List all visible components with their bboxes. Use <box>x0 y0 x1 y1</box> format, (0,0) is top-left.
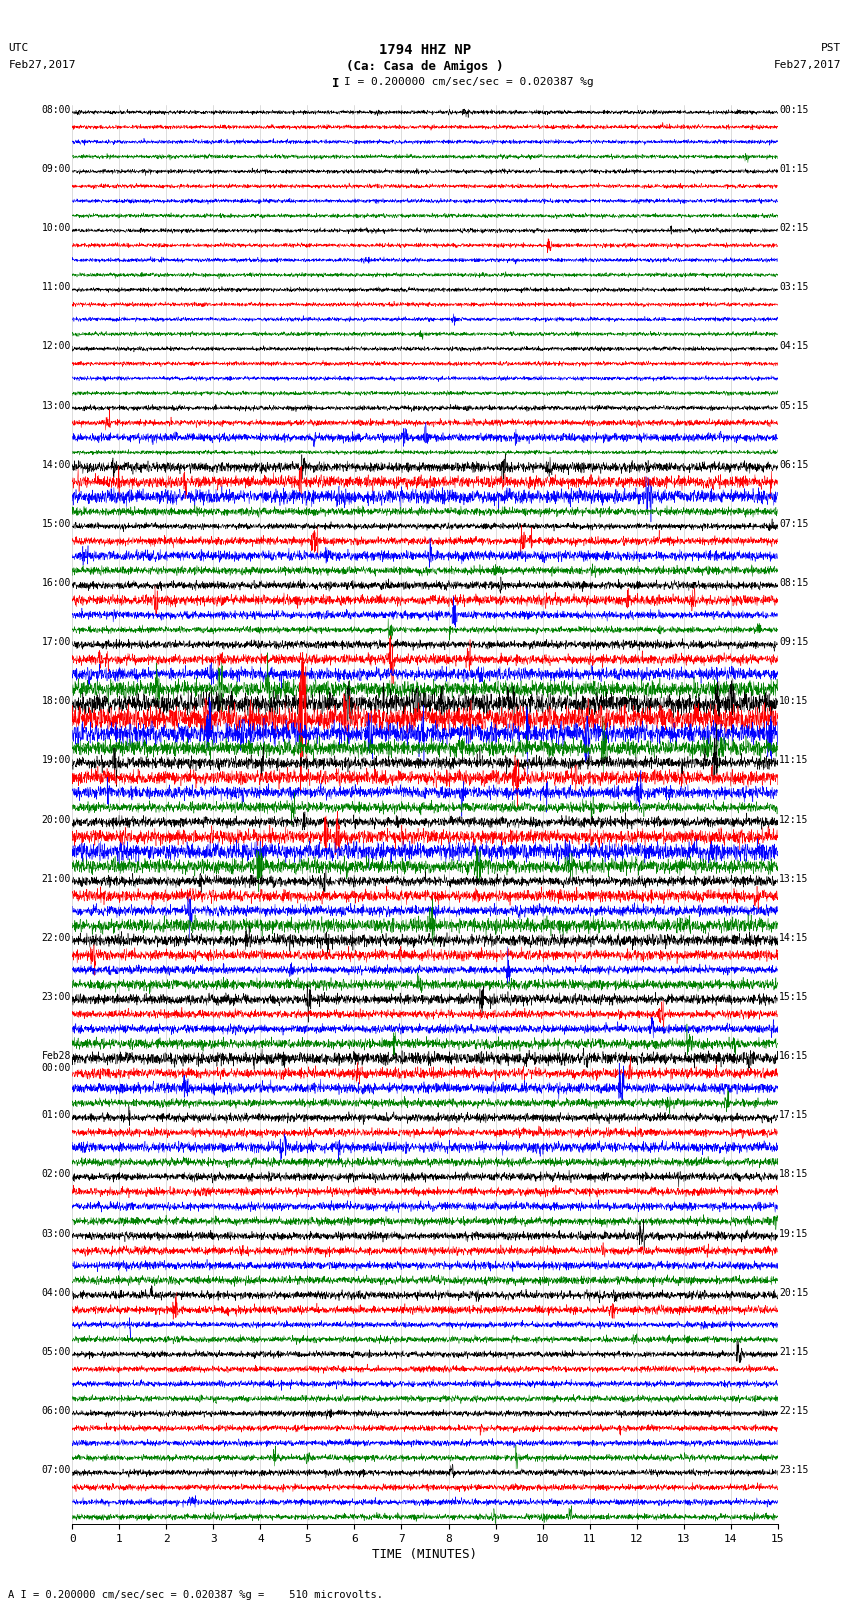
Text: 16:15: 16:15 <box>779 1052 808 1061</box>
Text: 17:00: 17:00 <box>42 637 71 647</box>
Text: UTC: UTC <box>8 44 29 53</box>
Text: 20:15: 20:15 <box>779 1287 808 1298</box>
Text: 19:15: 19:15 <box>779 1229 808 1239</box>
Text: 18:00: 18:00 <box>42 697 71 706</box>
Text: 05:00: 05:00 <box>42 1347 71 1357</box>
Text: 10:00: 10:00 <box>42 223 71 234</box>
Text: I = 0.200000 cm/sec/sec = 0.020387 %g: I = 0.200000 cm/sec/sec = 0.020387 %g <box>344 77 594 87</box>
Text: 10:15: 10:15 <box>779 697 808 706</box>
Text: 21:00: 21:00 <box>42 874 71 884</box>
Text: 22:00: 22:00 <box>42 932 71 944</box>
Text: 03:15: 03:15 <box>779 282 808 292</box>
Text: (Ca: Casa de Amigos ): (Ca: Casa de Amigos ) <box>346 60 504 73</box>
Text: 18:15: 18:15 <box>779 1169 808 1179</box>
Text: 08:00: 08:00 <box>42 105 71 115</box>
Text: 12:00: 12:00 <box>42 342 71 352</box>
Text: 07:15: 07:15 <box>779 519 808 529</box>
Text: Feb27,2017: Feb27,2017 <box>774 60 842 69</box>
Text: 15:15: 15:15 <box>779 992 808 1002</box>
Text: 01:00: 01:00 <box>42 1110 71 1121</box>
Text: 19:00: 19:00 <box>42 755 71 766</box>
Text: Feb27,2017: Feb27,2017 <box>8 60 76 69</box>
Text: 02:00: 02:00 <box>42 1169 71 1179</box>
Text: 13:15: 13:15 <box>779 874 808 884</box>
Text: 06:15: 06:15 <box>779 460 808 469</box>
Text: 06:00: 06:00 <box>42 1407 71 1416</box>
Text: PST: PST <box>821 44 842 53</box>
Text: 16:00: 16:00 <box>42 577 71 589</box>
Text: 23:00: 23:00 <box>42 992 71 1002</box>
Text: 01:15: 01:15 <box>779 165 808 174</box>
Text: I: I <box>332 77 339 90</box>
Text: 04:00: 04:00 <box>42 1287 71 1298</box>
Text: 11:00: 11:00 <box>42 282 71 292</box>
Text: 07:00: 07:00 <box>42 1465 71 1476</box>
Text: Feb28
00:00: Feb28 00:00 <box>42 1052 71 1073</box>
Text: 12:15: 12:15 <box>779 815 808 824</box>
Text: 22:15: 22:15 <box>779 1407 808 1416</box>
Text: 1794 HHZ NP: 1794 HHZ NP <box>379 44 471 56</box>
Text: 00:15: 00:15 <box>779 105 808 115</box>
Text: 14:00: 14:00 <box>42 460 71 469</box>
Text: 05:15: 05:15 <box>779 400 808 411</box>
Text: 04:15: 04:15 <box>779 342 808 352</box>
Text: 13:00: 13:00 <box>42 400 71 411</box>
X-axis label: TIME (MINUTES): TIME (MINUTES) <box>372 1548 478 1561</box>
Text: 20:00: 20:00 <box>42 815 71 824</box>
Text: 09:15: 09:15 <box>779 637 808 647</box>
Text: 15:00: 15:00 <box>42 519 71 529</box>
Text: 14:15: 14:15 <box>779 932 808 944</box>
Text: 11:15: 11:15 <box>779 755 808 766</box>
Text: 23:15: 23:15 <box>779 1465 808 1476</box>
Text: 02:15: 02:15 <box>779 223 808 234</box>
Text: 09:00: 09:00 <box>42 165 71 174</box>
Text: 08:15: 08:15 <box>779 577 808 589</box>
Text: 03:00: 03:00 <box>42 1229 71 1239</box>
Text: A I = 0.200000 cm/sec/sec = 0.020387 %g =    510 microvolts.: A I = 0.200000 cm/sec/sec = 0.020387 %g … <box>8 1590 383 1600</box>
Text: 21:15: 21:15 <box>779 1347 808 1357</box>
Text: 17:15: 17:15 <box>779 1110 808 1121</box>
